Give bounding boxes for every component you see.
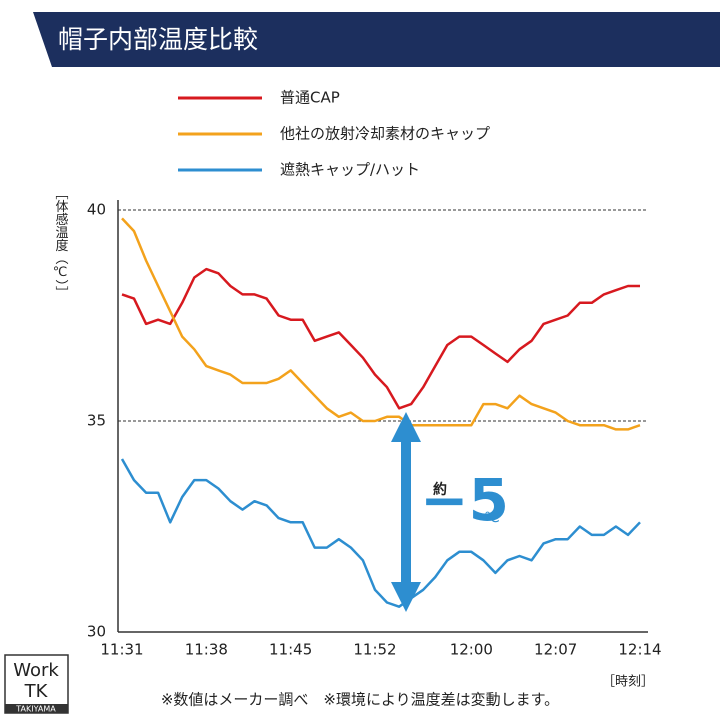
x-tick-label: 12:14 [618, 641, 661, 659]
x-tick-label: 11:31 [100, 641, 143, 659]
logo-text: TK [24, 681, 49, 702]
logo-box [4, 654, 69, 714]
logo-bar [5, 704, 68, 713]
legend-label: 遮熱キャップ/ハット [280, 161, 420, 179]
x-axis-label: ［時刻］ [602, 675, 654, 690]
annotation-value: −5 [420, 466, 509, 534]
x-tick-label: 11:45 [269, 641, 312, 659]
logo-text: Work [13, 660, 59, 681]
series-line [120, 458, 641, 608]
logo-text: TAKIYAMA [15, 705, 56, 714]
x-tick-label: 12:00 [450, 641, 493, 659]
y-tick-label: 40 [87, 201, 106, 219]
y-tick-label: 35 [87, 412, 106, 430]
arrow-head [391, 582, 421, 612]
series-line [121, 267, 640, 410]
footnote: ※数値はメーカー調べ ※環境により温度差は変動します。 [161, 691, 559, 709]
chart-title: 帽子内部温度比較 [58, 25, 258, 54]
y-axis-label: ［体感温度（℃）］ [53, 187, 69, 300]
difference-arrow [391, 412, 421, 612]
x-tick-label: 12:07 [534, 641, 577, 659]
series-line [121, 217, 641, 431]
logo: Work TK TAKIYAMA [4, 654, 69, 714]
header-band [33, 12, 720, 67]
annotation-prefix: 約 [433, 481, 447, 498]
legend-label: 他社の放射冷却素材のキャップ [280, 125, 490, 143]
y-tick-label: 30 [87, 623, 106, 641]
arrow-head [391, 412, 421, 442]
legend-label: 普通CAP [280, 89, 340, 107]
x-tick-label: 11:52 [353, 641, 396, 659]
x-tick-label: 11:38 [185, 641, 228, 659]
annotation-unit: ℃ [484, 510, 500, 526]
plot: 30 35 40 11:31 11:38 11:45 11:52 12:00 12:07 12:1… [87, 200, 662, 659]
